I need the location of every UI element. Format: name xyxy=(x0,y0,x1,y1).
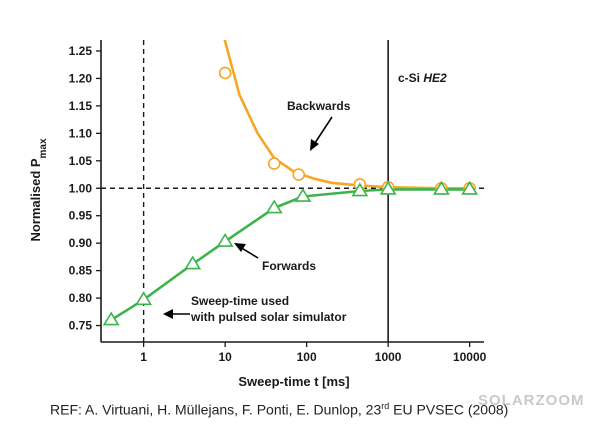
watermark-logo: SOLARZOOM xyxy=(478,392,585,409)
y-tick-label: 1.00 xyxy=(69,181,93,195)
x-tick-label: 10 xyxy=(218,350,232,364)
y-tick-label: 0.75 xyxy=(69,319,93,333)
y-tick-label: 1.05 xyxy=(69,154,93,168)
region-label-italic: HE2 xyxy=(423,71,447,85)
reference-citation: REF: A. Virtuani, H. Müllejans, F. Ponti… xyxy=(50,401,508,418)
y-tick-label: 1.10 xyxy=(69,126,93,140)
region-label-plain: c-Si xyxy=(398,71,423,85)
forwards-point xyxy=(102,311,120,326)
forwards-point xyxy=(351,182,369,197)
forwards-point xyxy=(432,180,450,195)
reference-text-start: REF: A. Virtuani, H. Müllejans, F. Ponti… xyxy=(50,401,382,418)
x-tick-label: 10000 xyxy=(453,350,487,364)
backwards-point xyxy=(218,66,232,80)
x-tick-label: 100 xyxy=(297,350,317,364)
y-tick-label: 0.90 xyxy=(69,236,93,250)
region-label: c-Si HE2 xyxy=(398,71,447,85)
forwards-point xyxy=(461,180,479,195)
y-tick-label: 0.95 xyxy=(69,209,93,223)
forwards-arrow xyxy=(239,246,259,259)
y-axis-title-main: Normalised P xyxy=(28,158,43,241)
backwards-label: Backwards xyxy=(287,99,351,113)
y-tick-label: 0.85 xyxy=(69,264,93,278)
forwards-point xyxy=(216,232,234,247)
forwards-point xyxy=(184,255,202,270)
y-axis-title: Normalised Pmax xyxy=(28,138,49,242)
forwards-point xyxy=(379,180,397,195)
forwards-point xyxy=(135,291,153,306)
forwards-series-line xyxy=(110,188,470,322)
sweep-note-line1: Sweep-time used xyxy=(191,294,289,308)
backwards-point xyxy=(267,157,281,170)
backwards-point xyxy=(292,168,306,181)
reference-superscript: rd xyxy=(381,401,390,411)
backwards-series-line xyxy=(223,40,470,190)
forwards-label: Forwards xyxy=(262,259,316,273)
x-tick-label: 1000 xyxy=(375,350,402,364)
reference-text-end: EU PVSEC (2008) xyxy=(389,401,509,418)
x-axis-title: Sweep-time t [ms] xyxy=(238,374,349,389)
forwards-point xyxy=(265,199,283,214)
backwards-arrow xyxy=(312,116,333,147)
y-axis-title-sub: max xyxy=(38,138,49,158)
sweep-note-line2: with pulsed solar simulator xyxy=(190,310,347,324)
y-tick-label: 1.15 xyxy=(69,99,93,113)
y-tick-label: 1.20 xyxy=(69,71,93,85)
y-tick-label: 0.80 xyxy=(69,291,93,305)
forwards-point xyxy=(294,187,312,202)
x-tick-label: 1 xyxy=(140,350,147,364)
sweep-note-arrow-head xyxy=(163,309,173,319)
backwards-arrow-head xyxy=(310,139,319,151)
forwards-arrow-head xyxy=(234,243,246,252)
y-tick-label: 1.25 xyxy=(69,44,93,58)
